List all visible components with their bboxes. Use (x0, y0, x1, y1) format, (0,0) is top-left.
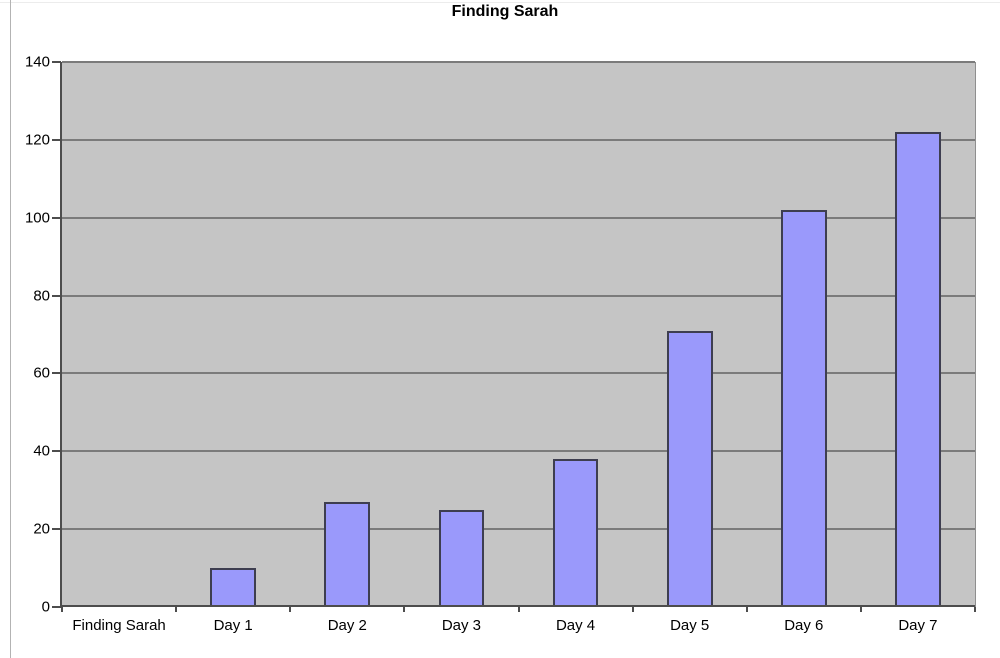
x-axis-tick (175, 607, 178, 612)
gridline (62, 294, 975, 297)
x-axis-line (60, 605, 975, 607)
y-axis-tick (52, 138, 61, 141)
frame-left-border (10, 0, 11, 658)
y-axis-tick (52, 450, 61, 453)
y-axis-label: 60 (33, 364, 50, 382)
y-axis-tick (52, 61, 61, 63)
x-axis-label: Day 4 (555, 617, 596, 634)
x-axis-label: Day 7 (898, 617, 938, 634)
frame-top-border (0, 2, 1000, 3)
bar-day-6 (780, 209, 827, 607)
bar-day-4 (552, 459, 599, 607)
x-axis-tick (974, 607, 976, 612)
x-axis-tick (403, 607, 406, 612)
y-axis-tick (52, 216, 61, 219)
bar-day-2 (324, 501, 371, 607)
gridline (62, 138, 975, 141)
gridline (62, 528, 975, 531)
x-axis-label: Day 6 (784, 617, 824, 634)
y-axis-label: 140 (24, 53, 50, 71)
x-axis-tick (289, 607, 292, 612)
x-axis-label: Day 3 (441, 617, 482, 634)
gridline (62, 450, 975, 453)
bar-day-1 (210, 568, 256, 607)
x-axis-tick (745, 607, 748, 612)
bar-day-3 (438, 509, 485, 607)
gridline (62, 372, 975, 375)
gridline (62, 216, 975, 219)
x-axis-label: Day 1 (213, 617, 253, 634)
bar-day-5 (666, 330, 713, 607)
gridline (62, 61, 975, 63)
x-axis-tick (631, 607, 634, 612)
x-axis-label: Day 5 (670, 617, 710, 634)
y-axis-tick (52, 294, 61, 297)
x-axis-tick (61, 607, 63, 612)
y-axis-tick (52, 606, 61, 608)
x-axis-tick (517, 607, 520, 612)
y-axis-label: 20 (33, 520, 50, 538)
x-axis-label: Finding Sarah (72, 617, 166, 634)
x-axis-label: Day 2 (327, 617, 367, 634)
y-axis-label: 120 (24, 131, 50, 149)
y-axis-label: 40 (33, 442, 50, 460)
x-axis-tick (859, 607, 862, 612)
plot-area (62, 61, 976, 607)
y-axis-label: 100 (24, 209, 50, 227)
y-axis-label: 0 (41, 598, 50, 616)
y-axis-label: 80 (33, 287, 50, 305)
y-axis-line (60, 62, 62, 607)
y-axis-tick (52, 372, 61, 375)
chart-title: Finding Sarah (451, 3, 559, 20)
bar-day-7 (895, 132, 941, 607)
y-axis-tick (52, 528, 61, 531)
